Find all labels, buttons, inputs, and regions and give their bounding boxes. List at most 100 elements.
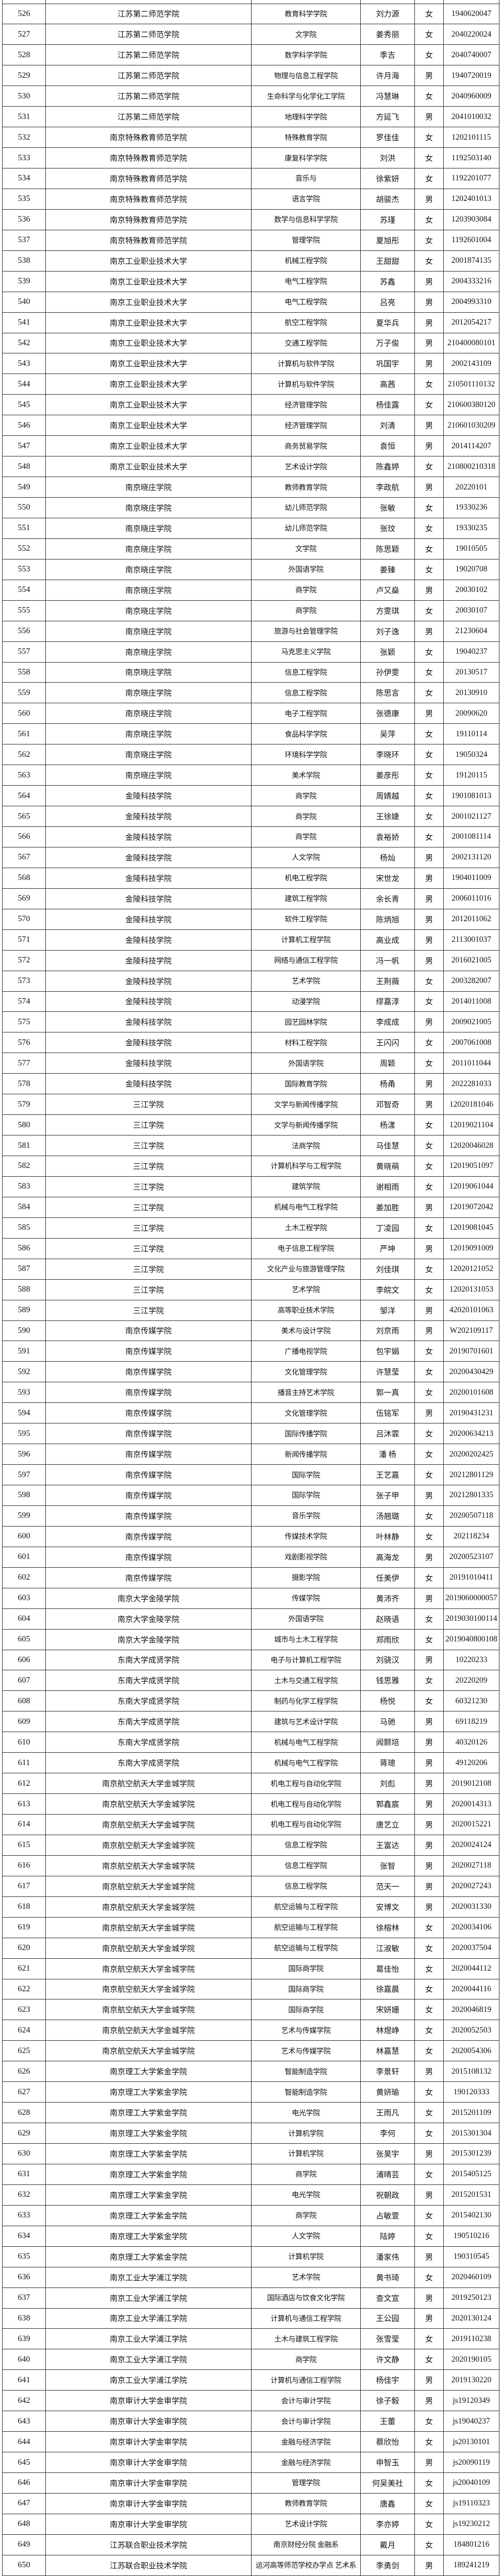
name-cell: 潘家伟 (360, 2246, 415, 2267)
school-cell: 三江学院 (45, 1279, 252, 1300)
row-number-cell: 560 (2, 703, 46, 724)
table-row: 610 东南大学成贤学院 机械与电气工程学院 闻颢培 男 40320126 (2, 1732, 499, 1753)
id-cell: 2015301304 (443, 2123, 499, 2144)
id-cell: 2020014313 (443, 1793, 499, 1815)
department-cell: 艺术与传媒学院 (251, 2040, 361, 2062)
row-number-cell: 534 (2, 168, 46, 189)
gender-cell: 女 (414, 723, 444, 745)
department-cell: 教育科学学院 (251, 3, 361, 25)
name-cell: 安博文 (360, 1896, 415, 1918)
id-cell: js19110323 (443, 2493, 499, 2514)
gender-cell: 男 (414, 908, 444, 930)
table-row: 581 三江学院 法商学院 马佳慧 女 12020046028 (2, 1135, 499, 1156)
table-row: 564 金陵科技学院 商学院 周婧越 女 1901081013 (2, 785, 499, 807)
department-cell: 文化管理学院 (251, 1361, 361, 1383)
gender-cell: 男 (414, 2246, 444, 2267)
gender-cell: 女 (414, 1937, 444, 1959)
name-cell: 葛佳怡 (360, 1958, 415, 1979)
row-number-cell: 600 (2, 1526, 46, 1547)
department-cell: 城市与土木工程学院 (251, 1629, 361, 1650)
id-cell: 1192601004 (443, 229, 499, 251)
name-cell: 李何 (360, 2123, 415, 2144)
partial-top-row (2, 0, 499, 4)
table-row: 596 南京传媒学院 新闻传播学院 潘 杨 女 20200202425 (2, 1444, 499, 1465)
id-cell: 10220233 (443, 1649, 499, 1671)
table-row: 572 金陵科技学院 网络与通信工程学院 冯一帆 男 2016021005 (2, 950, 499, 971)
gender-cell: 男 (414, 2287, 444, 2309)
id-cell: 2015402130 (443, 2205, 499, 2226)
name-cell: 黄妍瑜 (360, 2081, 415, 2103)
gender-cell: 男 (414, 1238, 444, 1259)
gender-cell: 女 (414, 168, 444, 189)
row-number-cell: 611 (2, 1752, 46, 1774)
school-cell: 南京晓庄学院 (45, 703, 252, 724)
table-row: 545 南京工业职业技术大学 经济管理学院 杨佳露 女 210600380120 (2, 394, 499, 416)
table-row: 619 南京航空航天大学金城学院 航空运输与工程学院 徐榕林 女 2020034… (2, 1917, 499, 1938)
row-number-cell: 553 (2, 558, 46, 580)
school-cell: 南京工业职业技术大学 (45, 435, 252, 457)
department-cell: 传媒技术学院 (251, 1526, 361, 1547)
table-row: 554 南京晓庄学院 商学院 卢又燊 男 20030102 (2, 579, 499, 601)
row-number-cell: 586 (2, 1238, 46, 1259)
name-cell: 刘佳琪 (360, 1258, 415, 1280)
department-cell: 软件工程学院 (251, 908, 361, 930)
table-row: 624 南京航空航天大学金城学院 艺术与传媒学院 林煜峥 女 202005250… (2, 2020, 499, 2041)
row-number-cell: 644 (2, 2431, 46, 2453)
table-row: 605 南京大学金陵学院 城市与土木工程学院 郑雨欣 女 20190408001… (2, 1629, 499, 1650)
gender-cell: 男 (414, 291, 444, 313)
gender-cell: 女 (414, 991, 444, 1012)
name-cell: 张敏 (360, 497, 415, 518)
table-row: 646 南京审计大学金审学院 管理学院 何吴美社 女 js20040109 (2, 2472, 499, 2494)
school-cell: 南京审计大学金审学院 (45, 2513, 252, 2535)
row-number-cell: 541 (2, 312, 46, 333)
table-row: 628 南京理工大学紫金学院 电光学院 王雨凡 女 2015201109 (2, 2102, 499, 2124)
table-row: 578 金陵科技学院 国际教育学院 杨甬 男 2022281033 (2, 1073, 499, 1095)
school-cell: 南京晓庄学院 (45, 579, 252, 601)
table-row: 602 南京传媒学院 摄影学院 任美伊 女 20191010411 (2, 1567, 499, 1588)
department-cell: 机电工程与自动化学院 (251, 1793, 361, 1815)
table-row: 534 南京特殊教育师范学院 音乐与 徐紫妍 女 1192201077 (2, 168, 499, 189)
table-row: 539 南京工业职业技术大学 电气工程学院 苏鑫 男 2004333216 (2, 270, 499, 292)
name-cell: 杨甬 (360, 1073, 415, 1095)
row-number-cell: 542 (2, 332, 46, 354)
school-cell: 金陵科技学院 (45, 806, 252, 827)
department-cell: 建筑学院 (251, 1176, 361, 1197)
name-cell: 黄晓萌 (360, 1156, 415, 1177)
row-number-cell: 625 (2, 2040, 46, 2062)
gender-cell: 男 (414, 579, 444, 601)
name-cell: 李勇剑 (360, 2554, 415, 2576)
school-cell: 东南大学成贤学院 (45, 1649, 252, 1671)
id-cell: 2019030100114 (443, 1608, 499, 1630)
row-number-cell: 532 (2, 127, 46, 148)
table-row: 552 南京晓庄学院 文学院 陈思颖 女 19010505 (2, 538, 499, 560)
row-number-cell: 612 (2, 1773, 46, 1794)
name-cell: 缪嘉淳 (360, 991, 415, 1012)
name-cell: 闻颢培 (360, 1732, 415, 1753)
row-number-cell: 628 (2, 2102, 46, 2124)
school-cell: 南京特殊教育师范学院 (45, 229, 252, 251)
row-number-cell: 567 (2, 846, 46, 868)
school-cell: 南京审计大学金审学院 (45, 2411, 252, 2432)
department-cell: 教师教育学院 (251, 2493, 361, 2514)
department-cell: 建筑工程学院 (251, 888, 361, 909)
name-cell: 袁恒 (360, 435, 415, 457)
table-row: 527 江苏第二师范学院 文学院 姜秀丽 女 2040220024 (2, 24, 499, 45)
row-number-cell: 558 (2, 662, 46, 683)
table-row: 633 南京理工大学紫金学院 商学院 占敏萱 女 2015402130 (2, 2205, 499, 2226)
table-row: 590 南京传媒学院 美术与设计学院 刘京雨 男 W202109117 (2, 1320, 499, 1342)
gender-cell: 男 (414, 1320, 444, 1342)
department-cell: 人文学院 (251, 846, 361, 868)
school-cell: 南京工业大学浦江学院 (45, 2308, 252, 2329)
gender-cell: 男 (414, 950, 444, 971)
school-cell: 南京传媒学院 (45, 1341, 252, 1362)
table-row: 555 南京晓庄学院 商学院 方雯琪 女 20030107 (2, 600, 499, 621)
school-cell: 金陵科技学院 (45, 785, 252, 807)
table-row: 540 南京工业职业技术大学 电气工程学院 吕亮 男 2004993310 (2, 291, 499, 313)
id-cell: 2016021005 (443, 950, 499, 971)
table-row: 594 南京传媒学院 文化管理学院 伍铭军 男 20190431231 (2, 1402, 499, 1424)
school-cell: 三江学院 (45, 1094, 252, 1115)
id-cell: 2015301239 (443, 2143, 499, 2164)
id-cell: 202118234 (443, 1526, 499, 1547)
name-cell: 夏旭彤 (360, 229, 415, 251)
